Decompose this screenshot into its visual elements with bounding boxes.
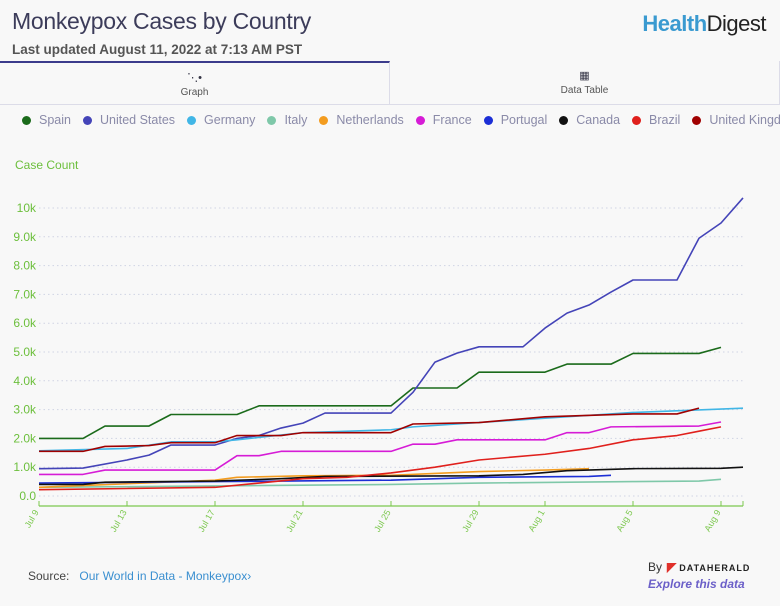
x-tick-label: Aug 9	[702, 508, 722, 533]
legend-dot-icon	[632, 115, 642, 125]
series-line-united-kingdom	[39, 407, 700, 453]
legend-dot-icon	[319, 115, 329, 125]
legend-label: United Kingdom	[709, 113, 780, 127]
legend-item-portugal[interactable]: Portugal	[483, 113, 548, 127]
y-tick-label: 4.0k	[13, 374, 37, 388]
y-tick-label: 3.0k	[13, 403, 37, 417]
x-tick-label: Aug 5	[614, 508, 634, 533]
series-line-brazil	[38, 426, 722, 491]
legend-label: France	[432, 113, 472, 127]
legend-dot-icon	[267, 115, 277, 125]
healthdigest-logo: HealthDigest	[642, 11, 766, 36]
legend-dot-icon	[483, 115, 493, 125]
legend-label: Brazil	[649, 113, 681, 127]
y-tick-label: 2.0k	[13, 431, 37, 445]
legend-item-brazil[interactable]: Brazil	[632, 113, 680, 127]
y-tick-label: 6.0k	[13, 316, 37, 330]
legend-label: Netherlands	[336, 113, 404, 127]
page-title: Monkeypox Cases by Country	[12, 8, 312, 34]
x-tick-label: Jul 17	[196, 508, 217, 534]
legend-label: Spain	[39, 113, 71, 127]
legend-dot-icon	[22, 115, 31, 125]
legend-label: Portugal	[500, 113, 548, 127]
legend-label: Canada	[576, 113, 621, 127]
legend-label: United States	[99, 113, 176, 127]
series-line-united-states	[38, 197, 744, 470]
legend-label: Germany	[204, 113, 256, 127]
legend-item-italy[interactable]: Italy	[267, 113, 307, 127]
last-updated: Last updated August 11, 2022 at 7:13 AM …	[12, 42, 303, 57]
x-tick-label: Aug 1	[526, 508, 546, 533]
y-tick-label: 5.0k	[13, 345, 37, 359]
x-tick-label: Jul 29	[460, 508, 481, 534]
y-tick-label: 7.0k	[13, 287, 37, 301]
line-chart-icon: ⋱•	[187, 72, 202, 84]
legend-dot-icon	[559, 115, 569, 125]
source: Source: Our World in Data - Monkeypox›	[28, 569, 252, 583]
x-tick-label: Jul 21	[284, 508, 305, 534]
attribution: By ◤ DATAHERALD	[648, 560, 751, 574]
table-icon: ▦	[579, 70, 590, 82]
legend-dot-icon	[187, 115, 197, 125]
legend-item-spain[interactable]: Spain	[22, 113, 71, 127]
series-line-canada	[39, 466, 744, 486]
source-link[interactable]: Our World in Data - Monkeypox›	[79, 569, 252, 583]
y-tick-label: 0.0	[19, 489, 36, 503]
y-axis-label: Case Count	[15, 158, 79, 172]
legend-item-united-kingdom[interactable]: United Kingdom	[692, 113, 780, 127]
explore-data-link[interactable]: Explore this data	[648, 577, 745, 591]
series-line-france	[39, 421, 722, 476]
dataherald-logo-icon: ◤	[667, 560, 677, 574]
x-tick-label: Jul 25	[372, 508, 393, 534]
legend-item-canada[interactable]: Canada	[559, 113, 620, 127]
legend-item-netherlands[interactable]: Netherlands	[319, 113, 404, 127]
series-line-italy	[38, 478, 722, 489]
legend-dot-icon	[82, 115, 92, 125]
x-tick-label: Jul 13	[108, 508, 129, 534]
legend-dot-icon	[415, 115, 425, 125]
legend-item-france[interactable]: France	[415, 113, 472, 127]
legend-item-germany[interactable]: Germany	[187, 113, 255, 127]
series-line-spain	[39, 346, 722, 440]
y-tick-label: 9.0k	[13, 230, 37, 244]
y-tick-label: 10k	[17, 201, 37, 215]
line-chart: 0.0 1.0k 2.0k 3.0k 4.0k 5.0k 6.0k 7.0k 8.0k 9.0k 1…	[13, 197, 744, 534]
y-tick-label: 1.0k	[13, 460, 37, 474]
legend-item-united-states[interactable]: United States	[82, 113, 176, 127]
chart-legend: Spain United States Germany Italy Netherland…	[22, 113, 780, 127]
x-tick-label: Jul 9	[23, 508, 41, 529]
legend-label: Italy	[284, 113, 308, 127]
tab-graph[interactable]: ⋱• Graph	[0, 61, 390, 104]
legend-dot-icon	[692, 115, 702, 125]
y-tick-label: 8.0k	[13, 259, 37, 273]
